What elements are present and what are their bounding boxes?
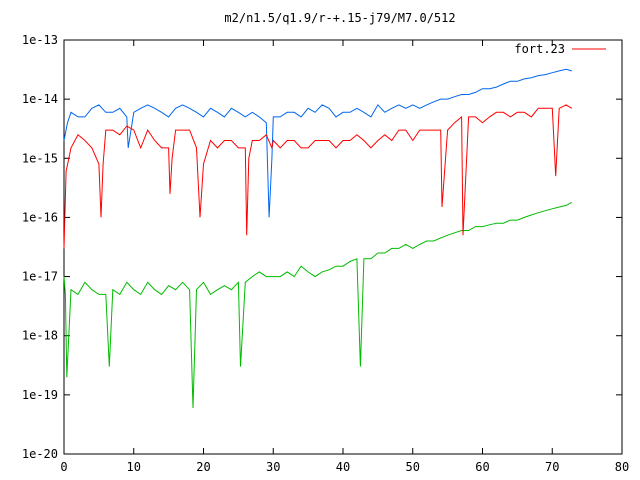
chart-title: m2/n1.5/q1.9/r-+.15-j79/M7.0/512 bbox=[224, 11, 455, 25]
x-tick-label: 40 bbox=[336, 460, 350, 474]
legend: fort.23 bbox=[514, 42, 606, 56]
series-line-1 bbox=[63, 104, 573, 249]
y-axis: 1e-20 1e-19 1e-18 1e-17 1e-16 1e-15 1e-14 1e-13 bbox=[22, 33, 622, 461]
y-tick-label: 1e-20 bbox=[22, 447, 58, 461]
x-tick-label: 20 bbox=[196, 460, 210, 474]
y-tick-label: 1e-17 bbox=[22, 270, 58, 284]
x-tick-label: 60 bbox=[475, 460, 489, 474]
y-tick-label: 1e-13 bbox=[22, 33, 58, 47]
y-tick-label: 1e-18 bbox=[22, 329, 58, 343]
y-tick-label: 1e-14 bbox=[22, 92, 58, 106]
x-tick-label: 80 bbox=[615, 460, 629, 474]
y-tick-label: 1e-15 bbox=[22, 151, 58, 165]
x-tick-label: 50 bbox=[406, 460, 420, 474]
y-tick-label: 1e-16 bbox=[22, 210, 58, 224]
x-axis: 0 10 20 30 40 50 60 70 80 bbox=[60, 40, 629, 474]
series-line-3 bbox=[63, 201, 573, 409]
x-tick-label: 10 bbox=[127, 460, 141, 474]
series-layer bbox=[63, 68, 573, 409]
x-tick-label: 70 bbox=[545, 460, 559, 474]
x-tick-label: 0 bbox=[60, 460, 67, 474]
legend-label: fort.23 bbox=[514, 42, 565, 56]
y-tick-label: 1e-19 bbox=[22, 388, 58, 402]
x-tick-label: 30 bbox=[266, 460, 280, 474]
series-line-2 bbox=[63, 68, 572, 218]
